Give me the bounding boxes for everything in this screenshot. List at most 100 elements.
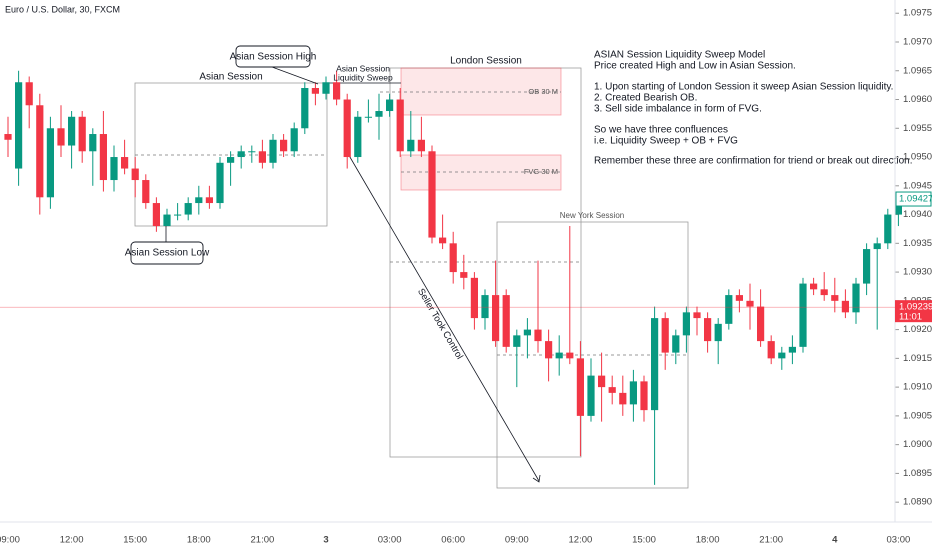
candle-body	[343, 99, 351, 158]
candle-body	[110, 157, 118, 181]
candle-body	[428, 151, 436, 238]
y-tick-label: 1.09050	[903, 410, 932, 421]
candle-body	[619, 392, 627, 405]
candle-body	[460, 272, 468, 278]
y-tick-label: 1.09350	[903, 238, 932, 249]
candle-body	[725, 295, 733, 324]
candle-body	[587, 375, 595, 416]
candle-body	[184, 203, 192, 215]
x-tick-label: 09:00	[505, 535, 529, 546]
candle-body	[25, 82, 33, 106]
candle-body	[884, 214, 892, 244]
note-line: 1. Upon starting of London Session it sw…	[594, 82, 893, 93]
x-tick-label: 18:00	[187, 535, 211, 546]
candle-body	[68, 116, 76, 146]
candle-body	[311, 88, 319, 94]
candle-body	[873, 243, 881, 250]
note-line: 3. Sell side imbalance in form of FVG.	[594, 104, 762, 115]
x-tick-label: 09:00	[0, 535, 20, 546]
asian-session-label: Asian Session	[199, 72, 262, 83]
ob-zone	[400, 67, 562, 116]
note-line: So we have three confluences	[594, 125, 728, 136]
candle-body	[598, 375, 606, 388]
candle-body	[280, 139, 288, 152]
candle-body	[131, 168, 139, 181]
candle-body	[57, 128, 65, 146]
x-tick-label: 18:00	[696, 535, 720, 546]
arrow-head	[532, 474, 541, 483]
candle-body	[470, 277, 478, 319]
y-tick-label: 1.09450	[903, 180, 932, 191]
candle-body	[396, 99, 404, 152]
high-pointer	[271, 66, 319, 85]
candle-body	[290, 128, 298, 152]
candle-body	[757, 306, 765, 342]
candle-body	[4, 134, 12, 140]
notes: ASIAN Session Liquidity Sweep Model Pric…	[594, 50, 913, 167]
candle-body	[248, 151, 256, 153]
candle-body	[629, 381, 637, 405]
candle-body	[121, 157, 129, 169]
candle-body	[513, 335, 521, 347]
candle-body	[841, 300, 849, 313]
candle-body	[439, 237, 447, 244]
candle-body	[269, 139, 277, 163]
price-label: 1.09427	[899, 194, 932, 205]
candle-body	[831, 295, 839, 301]
x-tick-label: 4	[832, 535, 838, 546]
candle-body	[449, 243, 457, 273]
candle-body	[492, 295, 500, 342]
fvg-zone	[400, 154, 562, 191]
y-tick-label: 1.08950	[903, 468, 932, 479]
note-line: i.e. Liquidity Sweep + OB + FVG	[594, 136, 738, 147]
y-tick-label: 1.09700	[903, 37, 932, 48]
y-tick-label: 1.09200	[903, 324, 932, 335]
candle-body	[333, 82, 341, 100]
x-tick-label: 3	[323, 535, 328, 546]
candle-body	[682, 312, 690, 336]
candle-body	[481, 295, 489, 319]
ob-label: OB 30 M	[528, 87, 558, 96]
x-tick-label: 21:00	[251, 535, 275, 546]
candle-body	[36, 105, 44, 198]
x-tick-label: 15:00	[123, 535, 147, 546]
seller-arrow	[346, 151, 540, 482]
price-time: 11:01	[899, 312, 922, 323]
x-tick-label: 21:00	[759, 535, 783, 546]
london-box	[389, 67, 582, 458]
note-line: 2. Created Bearish OB.	[594, 93, 697, 104]
x-tick-label: 12:00	[60, 535, 84, 546]
candle-body	[386, 99, 394, 112]
y-tick-label: 1.09150	[903, 353, 932, 364]
ny-label: New York Session	[560, 211, 624, 220]
candle-body	[258, 151, 266, 163]
asian-low-label: Asian Session Low	[125, 248, 210, 259]
candle-body	[163, 214, 171, 227]
y-tick-label: 1.09300	[903, 267, 932, 278]
candle-body	[364, 116, 372, 118]
candle-body	[661, 318, 669, 353]
london-label: London Session	[450, 56, 522, 67]
candle-body	[523, 329, 531, 336]
y-tick-label: 1.09750	[903, 8, 932, 19]
candle-body	[746, 300, 754, 307]
price-label-box	[895, 300, 932, 323]
note-line: Remember these three are confirmation fo…	[594, 156, 913, 167]
y-tick-label: 1.09650	[903, 65, 932, 76]
candle-body	[704, 318, 712, 342]
candle-body	[820, 289, 828, 296]
candle-body	[799, 283, 807, 347]
high-callout	[235, 45, 311, 68]
candle-body	[46, 128, 54, 198]
candle-body	[778, 352, 786, 359]
candle-body	[788, 346, 796, 353]
x-tick-label: 06:00	[441, 535, 465, 546]
x-tick-label: 03:00	[887, 535, 911, 546]
candle-body	[89, 134, 97, 152]
x-tick-label: 15:00	[632, 535, 656, 546]
price-label-box	[895, 191, 932, 207]
candle-body	[322, 82, 330, 94]
candle-body	[205, 197, 213, 204]
candle-body	[576, 358, 584, 416]
